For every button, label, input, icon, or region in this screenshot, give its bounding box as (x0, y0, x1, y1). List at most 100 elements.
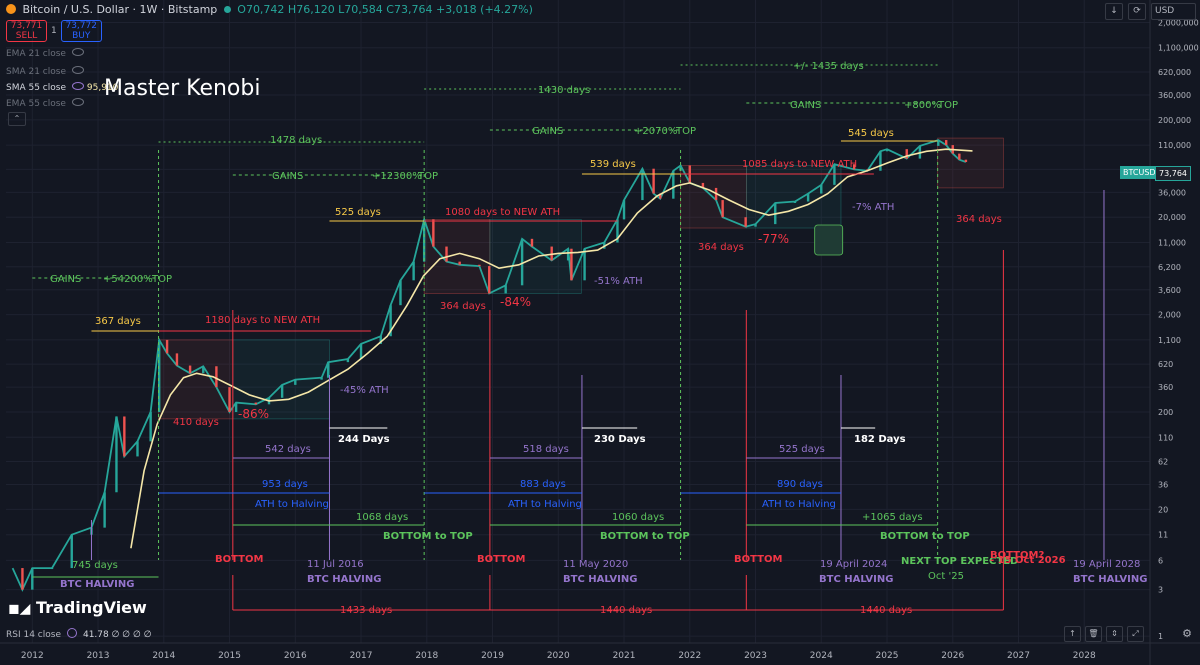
x-tick-label: 2026 (941, 651, 964, 661)
annotation-label: -86% (238, 407, 269, 421)
x-tick-label: 2019 (481, 651, 504, 661)
cycle-zone (158, 339, 234, 420)
annotation-label: -7% ATH (852, 202, 894, 213)
y-tick-label: 1,100 (1158, 336, 1181, 345)
y-tick-label: 6,200 (1158, 263, 1181, 272)
last-price-tag: 73,764 (1155, 166, 1191, 181)
candle (744, 217, 747, 227)
refresh-icon[interactable]: ⟳ (1128, 3, 1146, 20)
eye-icon[interactable] (71, 48, 84, 56)
x-tick-label: 2021 (613, 651, 636, 661)
annotation-label: NEXT TOP EXPECTED (901, 556, 1018, 567)
eye-icon[interactable] (72, 66, 84, 74)
x-tick-label: 2015 (218, 651, 241, 661)
tradingview-logo: ◼◢ TradingView (8, 598, 147, 617)
x-tick-label: 2022 (678, 651, 701, 661)
y-tick-label: 3 (1158, 586, 1163, 595)
eye-icon[interactable] (71, 98, 84, 106)
candle (458, 261, 461, 265)
annotation-label: 230 Days (594, 434, 646, 445)
y-tick-label: 3,600 (1158, 286, 1181, 295)
x-tick-label: 2013 (87, 651, 110, 661)
download-icon[interactable]: ↓ (1105, 3, 1123, 20)
annotation-label: 364 days (956, 214, 1002, 225)
y-tick-label: 36 (1158, 481, 1168, 490)
candle (478, 264, 481, 267)
y-tick-label: 20 (1158, 505, 1168, 514)
annotation-label: BOTTOM (734, 554, 782, 565)
indicator-ema55[interactable]: EMA 55 close (6, 98, 84, 109)
indicator-ema21[interactable]: EMA 21 close (6, 48, 84, 59)
annotation-label: 1068 days (356, 512, 408, 523)
annotation-label: +2070% (634, 126, 677, 137)
rsi-legend[interactable]: RSI 14 close 41.78 ∅ ∅ ∅ ∅ (6, 628, 152, 640)
candle (432, 219, 435, 247)
annotation-label: GAINS (532, 126, 563, 137)
bottom-toolbar: ↑ 🗑 ⇕ ⤢ (1064, 626, 1144, 642)
annotation-label: 19 April 2024 (820, 559, 887, 570)
annotation-label: BOTTOM (477, 554, 525, 565)
delete-icon[interactable]: 🗑 (1085, 626, 1102, 642)
collapse-indicators-button[interactable]: ⌃ (8, 112, 26, 126)
price-series-line (11, 139, 967, 592)
candle (115, 416, 118, 493)
annotation-label: BTC HALVING (1073, 574, 1147, 585)
tradingview-icon: ◼◢ (8, 601, 31, 617)
annotation-label: 545 days (848, 128, 894, 139)
candle (658, 193, 662, 199)
x-tick-label: 2012 (21, 651, 44, 661)
market-status-icon (223, 6, 231, 13)
annotation-label: TOP (151, 274, 172, 285)
sell-label: SELL (15, 31, 38, 41)
expand-icon[interactable]: ⇕ (1106, 626, 1123, 642)
x-tick-label: 2014 (152, 651, 175, 661)
annotation-label: 1433 days (340, 605, 392, 616)
annotation-label: 364 days (698, 242, 744, 253)
buy-button[interactable]: 73,772 BUY (60, 20, 102, 42)
candle (616, 219, 619, 243)
rsi-settings-icon[interactable] (66, 628, 77, 638)
candle (885, 149, 889, 152)
annotation-label: 1440 days (600, 605, 652, 616)
y-tick-label: 20,000 (1158, 213, 1186, 222)
candle (754, 224, 757, 227)
candle (833, 164, 836, 185)
y-tick-label: 36,000 (1158, 188, 1186, 197)
sell-button[interactable]: 73,771 SELL (6, 20, 47, 42)
x-tick-label: 2016 (284, 651, 307, 661)
annotation-label: GAINS (50, 274, 81, 285)
annotation-label: 542 days (265, 444, 311, 455)
annotation-label: +12300% (372, 171, 422, 182)
eye-icon[interactable] (72, 82, 84, 90)
annotation-label: 1430 days (538, 85, 590, 96)
candle (701, 182, 705, 188)
annotation-label: 19 April 2028 (1073, 559, 1140, 570)
candle (175, 353, 179, 366)
annotation-label: ATH to Halving (762, 499, 836, 510)
candle (234, 402, 238, 413)
cycle-zone (232, 339, 330, 420)
candle (520, 238, 524, 286)
candle (530, 238, 534, 247)
symbol-title[interactable]: Bitcoin / U.S. Dollar · 1W · Bitstamp (22, 3, 218, 16)
indicator-label: SMA 55 close (6, 83, 66, 93)
candle (202, 366, 205, 374)
y-tick-label: 62 (1158, 458, 1168, 467)
annotation-label: 518 days (523, 444, 569, 455)
candle (359, 343, 363, 360)
currency-select[interactable]: USD (1151, 3, 1196, 20)
candle (622, 200, 626, 220)
gear-icon[interactable]: ⚙ (1182, 627, 1192, 640)
candle (188, 365, 192, 374)
candle (31, 568, 34, 590)
annotation-label: TOP (675, 126, 696, 137)
indicator-sma55[interactable]: SMA 55 close 95,910 (6, 82, 118, 93)
move-up-icon[interactable]: ↑ (1064, 626, 1081, 642)
top-toolbar: ↓ ⟳ USD (1105, 3, 1196, 20)
annotation-label: BTC HALVING (563, 574, 637, 585)
indicator-sma21[interactable]: SMA 21 close (6, 66, 84, 77)
x-tick-label: 2027 (1007, 651, 1030, 661)
maximize-icon[interactable]: ⤢ (1127, 626, 1144, 642)
candle (445, 246, 448, 262)
